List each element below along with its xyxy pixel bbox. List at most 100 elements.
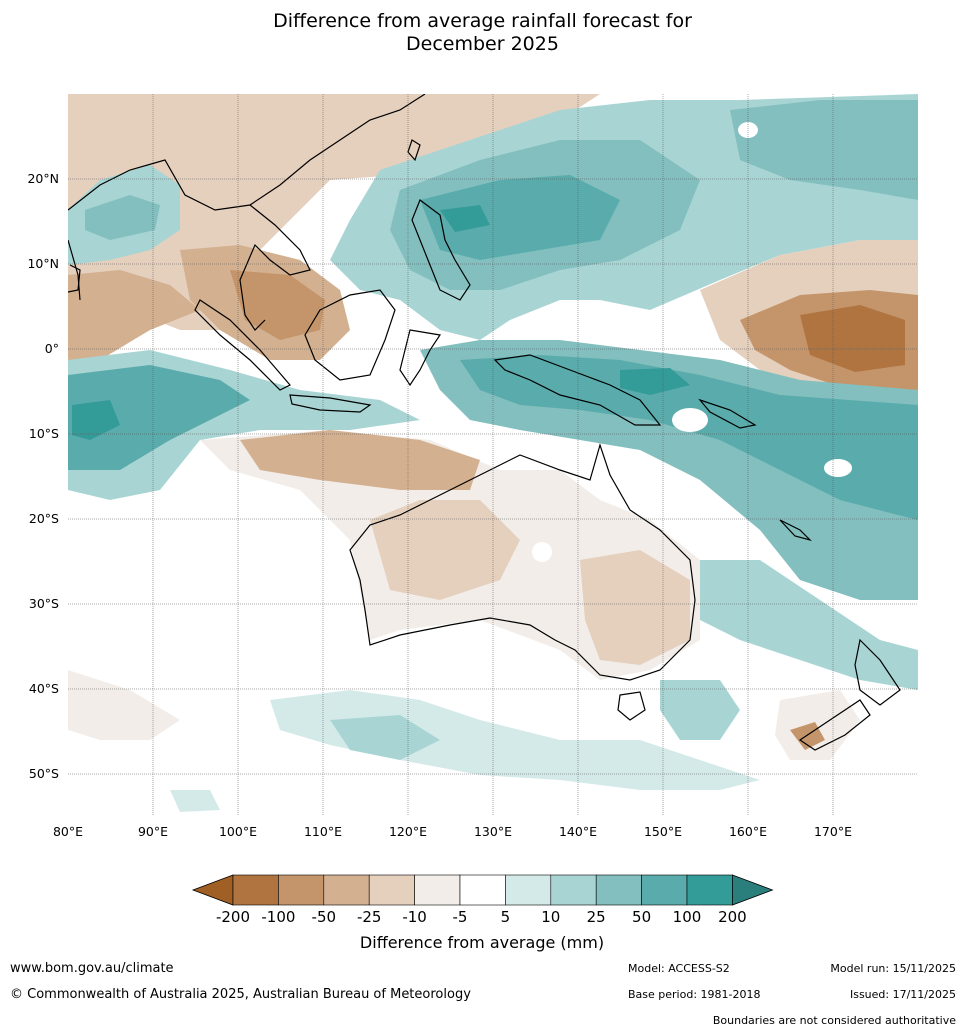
latitude-tick-label: 20°N	[27, 171, 59, 186]
colorbar-tick-label: 10	[541, 908, 560, 926]
colorbar-extend-low	[191, 874, 234, 906]
longitude-tick-label: 110°E	[304, 824, 342, 839]
wet-region-coral-sea	[700, 560, 918, 690]
colorbar-tick-label: 25	[587, 908, 606, 926]
coast-australia	[349, 442, 696, 681]
latitude-tick-label: 30°S	[29, 596, 59, 611]
copyright-text: © Commonwealth of Australia 2025, Austra…	[10, 987, 471, 1002]
colorbar	[191, 874, 774, 906]
colorbar-segment	[323, 874, 370, 906]
colorbar-segment	[414, 874, 461, 906]
map-area	[68, 94, 918, 816]
longitude-tick-label: 80°E	[53, 824, 83, 839]
coast-java	[289, 394, 372, 413]
coast-nz-north	[854, 638, 901, 706]
longitude-tick-label: 90°E	[138, 824, 168, 839]
colorbar-labels: -200 -100 -50 -25 -10 -5 5 10 25 50 100 200	[216, 908, 747, 926]
colorbar-tick-label: -10	[402, 908, 427, 926]
latitude-labels: 20°N 10°N 0° 10°S 20°S 30°S 40°S 50°S	[27, 171, 59, 781]
longitude-tick-label: 140°E	[559, 824, 597, 839]
gridlines	[68, 94, 918, 816]
colorbar-tick-label: 50	[632, 908, 651, 926]
coast-sulawesi	[399, 329, 442, 387]
colorbar-segment	[278, 874, 325, 906]
colorbar-segment	[368, 874, 415, 906]
dry-region-west-pacific-peak	[800, 305, 905, 372]
coast-borneo	[304, 289, 396, 381]
base-period-text: Base period: 1981-2018	[628, 988, 761, 1001]
longitude-labels: 80°E 90°E 100°E 110°E 120°E 130°E 140°E 150°E 16…	[53, 824, 852, 839]
coast-new-caledonia	[779, 519, 813, 542]
wet-region-southwest-spot	[170, 790, 220, 812]
latitude-tick-label: 20°S	[29, 511, 59, 526]
coastlines	[68, 94, 901, 751]
neutral-pocket-4	[532, 542, 552, 562]
longitude-tick-label: 120°E	[389, 824, 427, 839]
colorbar-title: Difference from average (mm)	[360, 933, 604, 952]
coast-solomons	[698, 398, 757, 429]
longitude-tick-label: 130°E	[474, 824, 512, 839]
colorbar-segment	[459, 874, 506, 906]
longitude-tick-label: 160°E	[729, 824, 767, 839]
dry-region-southwest	[68, 670, 180, 740]
coast-taiwan	[407, 139, 421, 162]
colorbar-extend-high	[732, 874, 774, 906]
neutral-pocket-1	[672, 408, 708, 432]
colorbar-segment	[505, 874, 552, 906]
wet-region-philippines-core	[420, 175, 620, 260]
wet-region-indian-ocean-core	[72, 400, 120, 440]
colorbar-tick-label: -5	[453, 908, 468, 926]
dry-region-malay	[230, 270, 325, 340]
coast-indochina	[239, 204, 311, 331]
colorbar-segment	[641, 874, 688, 906]
coast-sri-lanka	[68, 264, 81, 293]
wet-region-indian-ocean-mid	[68, 365, 250, 470]
wet-region-tasman	[660, 680, 740, 740]
dry-region-arafura	[240, 430, 480, 490]
wet-region-north-pacific	[730, 100, 918, 200]
coast-sumatra	[194, 299, 291, 391]
latitude-tick-label: 10°S	[29, 426, 59, 441]
colorbar-tick-label: -50	[312, 908, 337, 926]
dry-region-australia-west	[370, 500, 520, 600]
wet-region-maritime-core	[620, 368, 690, 395]
colorbar-tick-label: -25	[357, 908, 382, 926]
dry-anomaly-regions	[68, 94, 918, 760]
dry-region-nz	[775, 690, 860, 760]
colorbar-tick-label: 5	[501, 908, 511, 926]
colorbar-tick-label: -200	[216, 908, 250, 926]
website-link[interactable]: www.bom.gov.au/climate	[10, 961, 174, 976]
coast-philippines	[411, 199, 471, 301]
colorbar-segment	[686, 874, 733, 906]
colorbar-tick-label: -100	[261, 908, 295, 926]
longitude-tick-label: 150°E	[644, 824, 682, 839]
coast-india-tip	[68, 239, 81, 301]
wet-region-southern-ocean	[270, 690, 760, 790]
wet-region-philippines-peak	[440, 205, 490, 232]
latitude-tick-label: 50°S	[29, 766, 59, 781]
neutral-pocket-2	[824, 459, 852, 477]
longitude-tick-label: 100°E	[219, 824, 257, 839]
dry-region-australia-east	[580, 550, 690, 665]
chart-title: Difference from average rainfall forecas…	[0, 10, 965, 56]
issued-text: Issued: 17/11/2025	[849, 988, 956, 1001]
wet-region-southern-ocean-core	[330, 715, 440, 760]
coast-nz-south	[798, 699, 871, 751]
colorbar-segment	[232, 874, 279, 906]
dry-region-bay	[68, 270, 200, 370]
latitude-tick-label: 0°	[45, 341, 59, 356]
wet-anomaly-regions	[68, 94, 918, 812]
colorbar-segment	[550, 874, 597, 906]
coast-tasmania	[617, 691, 646, 721]
colorbar-tick-label: 100	[673, 908, 702, 926]
latitude-tick-label: 10°N	[27, 256, 59, 271]
wet-region-maritime-mid	[460, 355, 918, 520]
model-run-text: Model run: 15/11/2025	[830, 962, 956, 975]
colorbar-segment	[595, 874, 642, 906]
model-text: Model: ACCESS-S2	[628, 962, 730, 975]
colorbar-tick-label: 200	[718, 908, 747, 926]
latitude-tick-label: 40°S	[29, 681, 59, 696]
title-line-1: Difference from average rainfall forecas…	[273, 10, 692, 32]
coast-new-guinea	[493, 354, 662, 426]
